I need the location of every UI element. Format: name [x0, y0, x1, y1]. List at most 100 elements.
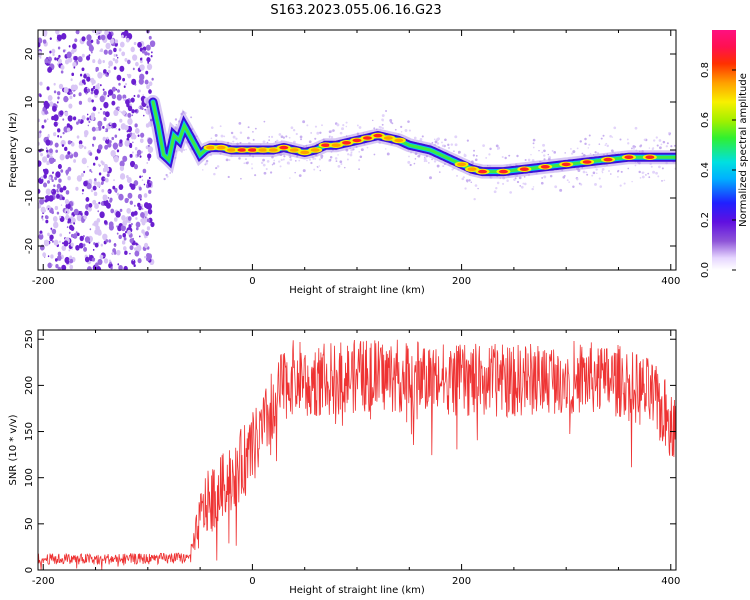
noise-blob: [113, 66, 117, 70]
halo-dot: [661, 167, 664, 170]
noise-blob: [112, 185, 116, 190]
halo-dot: [273, 159, 276, 162]
ridge-hotspot-core: [373, 133, 383, 138]
noise-blob: [90, 51, 93, 54]
halo-dot: [246, 136, 250, 140]
noise-blob: [45, 149, 49, 153]
halo-dot: [658, 146, 662, 150]
noise-blob: [113, 47, 117, 53]
noise-blob: [70, 142, 75, 147]
snr-xtick-label: -200: [32, 576, 55, 587]
noise-blob: [109, 199, 113, 203]
noise-blob: [113, 217, 118, 222]
noise-blob: [71, 215, 74, 218]
ridge-hotspot-core: [300, 150, 310, 155]
noise-blob: [53, 158, 56, 162]
noise-blob: [101, 176, 106, 182]
noise-blob: [60, 70, 64, 74]
noise-blob: [80, 120, 83, 125]
halo-dot: [381, 127, 384, 130]
noise-blob: [81, 79, 86, 84]
noise-blob: [68, 103, 73, 109]
halo-dot: [306, 124, 309, 127]
halo-dot: [280, 158, 283, 162]
halo-dot: [268, 139, 270, 141]
halo-dot: [337, 154, 339, 156]
halo-dot: [477, 187, 479, 190]
noise-blob: [46, 147, 48, 149]
noise-blob: [126, 133, 131, 139]
halo-dot: [586, 173, 589, 176]
halo-dot: [450, 143, 454, 146]
noise-blob: [129, 74, 132, 77]
noise-blob: [136, 153, 140, 157]
noise-blob: [143, 242, 149, 248]
noise-blob: [40, 175, 44, 180]
noise-blob: [138, 106, 140, 109]
noise-blob: [147, 208, 153, 215]
noise-blob: [47, 232, 50, 237]
halo-dot: [619, 184, 622, 187]
halo-dot: [661, 180, 663, 182]
halo-dot: [347, 153, 350, 156]
noise-blob: [140, 218, 144, 223]
noise-blob: [59, 215, 62, 219]
halo-dot: [650, 165, 653, 168]
halo-dot: [433, 138, 436, 141]
noise-blob: [142, 207, 144, 210]
noise-blob: [86, 76, 91, 82]
halo-dot: [220, 134, 224, 138]
halo-dot: [272, 162, 276, 165]
noise-blob: [69, 95, 73, 100]
halo-dot: [417, 154, 421, 158]
noise-blob: [70, 226, 75, 231]
noise-blob: [108, 190, 110, 193]
noise-blob: [83, 74, 87, 79]
halo-dot: [466, 139, 469, 142]
noise-blob: [81, 157, 87, 165]
noise-blob: [88, 254, 91, 257]
halo-dot: [358, 126, 362, 129]
noise-blob: [83, 170, 86, 174]
halo-dot: [356, 124, 359, 127]
noise-blob: [118, 193, 124, 201]
halo-dot: [438, 171, 441, 173]
halo-dot: [641, 175, 645, 179]
noise-blob: [101, 188, 105, 193]
noise-blob: [141, 229, 145, 234]
noise-blob: [70, 91, 73, 95]
noise-blob: [120, 224, 126, 232]
noise-blob: [47, 66, 53, 73]
noise-blob: [92, 144, 95, 147]
noise-blob: [56, 101, 59, 104]
noise-blob: [111, 100, 116, 106]
halo-dot: [436, 142, 440, 145]
noise-blob: [119, 165, 125, 172]
noise-blob: [42, 252, 47, 258]
ridge-hotspot-core: [352, 138, 362, 143]
halo-dot: [308, 158, 312, 161]
halo-dot: [642, 171, 645, 174]
noise-blob: [73, 151, 79, 158]
halo-dot: [302, 169, 306, 173]
noise-blob: [144, 216, 147, 219]
noise-blob: [65, 169, 70, 175]
noise-blob: [126, 137, 130, 141]
halo-dot: [595, 168, 598, 171]
halo-dot: [522, 182, 525, 185]
noise-blob: [99, 211, 105, 219]
spectrogram-ytick-label: 20: [24, 48, 35, 61]
noise-blob: [105, 128, 109, 133]
snr-panel: -200 0 200 400 0 50 100 150 200 250 Height of str…: [8, 329, 680, 596]
noise-blob: [137, 193, 142, 200]
halo-dot: [564, 152, 566, 154]
noise-blob: [121, 240, 126, 245]
noise-blob: [145, 145, 149, 150]
noise-blob: [67, 176, 71, 181]
halo-dot: [657, 175, 660, 178]
halo-dot: [652, 147, 655, 150]
noise-blob: [100, 108, 102, 111]
noise-blob: [146, 161, 149, 165]
ridge-hotspot-core: [519, 167, 529, 171]
